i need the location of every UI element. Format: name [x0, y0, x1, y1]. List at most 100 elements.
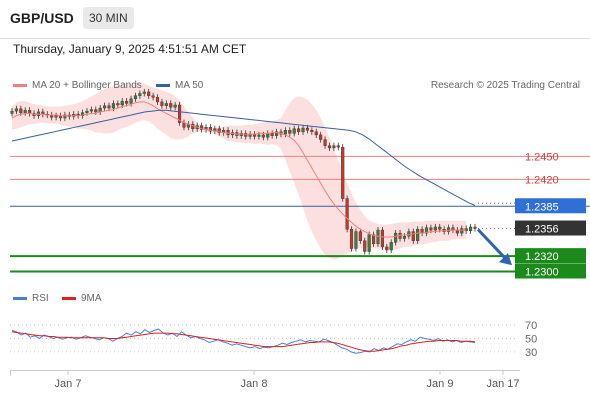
bollinger-band: [12, 82, 467, 260]
candle-body: [129, 98, 133, 104]
candle-body: [107, 105, 111, 109]
candle-body: [310, 130, 314, 133]
candle-body: [200, 125, 204, 130]
candle-body: [217, 128, 221, 133]
candle-body: [389, 242, 393, 251]
candle-body: [358, 231, 362, 241]
candle-body: [323, 139, 327, 146]
candle-body: [297, 128, 301, 133]
candle-body: [160, 101, 164, 106]
candle-body: [372, 234, 376, 245]
candle-body: [341, 146, 345, 199]
candle-body: [424, 227, 429, 234]
candles-layer: [10, 88, 477, 255]
level-label-1.2420: 1.2420: [525, 174, 559, 186]
x-tick-label-3: Jan 17: [486, 378, 519, 390]
candle-body: [407, 231, 411, 237]
candle-body: [244, 133, 248, 137]
legend-ma20-label: MA 20 + Bollinger Bands: [32, 80, 142, 91]
candle-body: [94, 109, 98, 113]
timestamp: Thursday, January 9, 2025 4:51:51 AM CET: [13, 42, 247, 56]
ma20-line: [11, 101, 467, 238]
candle-body: [54, 115, 58, 118]
candle-body: [133, 95, 138, 100]
candle-body: [138, 93, 142, 96]
rsi-tick-30: 30: [525, 347, 537, 359]
candle-body: [19, 108, 23, 113]
timeframe-badge[interactable]: 30 MIN: [83, 7, 134, 29]
candle-body: [173, 104, 177, 108]
candle-body: [288, 130, 292, 134]
source-credit: Research © 2025 Trading Central: [430, 80, 580, 91]
candle-body: [469, 226, 473, 232]
candle-body: [314, 131, 318, 136]
level-tag-1.2385: [515, 198, 586, 214]
x-tick-label-0: Jan 7: [55, 378, 82, 390]
bollinger-layer: [12, 82, 467, 260]
rsi-tick-70: 70: [525, 320, 537, 332]
level-label-1.2450: 1.2450: [525, 151, 559, 163]
header-bar: GBP/USD 30 MIN: [0, 0, 590, 38]
candle-body: [327, 145, 332, 149]
rsi-tick-50: 50: [525, 334, 537, 346]
level-label-1.2320: 1.2320: [525, 251, 559, 263]
candle-body: [345, 198, 349, 230]
candle-body: [433, 226, 437, 231]
forecast-arrow-shaft: [476, 228, 509, 262]
legend-swatch-ma50: [156, 84, 170, 87]
candle-body: [116, 103, 120, 106]
candle-body: [142, 91, 146, 94]
candle-body: [385, 246, 389, 251]
candle-body: [10, 110, 14, 114]
level-label-1.2385: 1.2385: [525, 201, 559, 213]
legend-swatch-rsi: [13, 297, 27, 300]
candle-body: [266, 133, 270, 138]
candle-body: [380, 229, 384, 248]
candle-body: [305, 127, 310, 131]
time-axis-edge: [10, 370, 11, 376]
candle-body: [169, 103, 173, 108]
candle-body: [402, 235, 407, 239]
candle-body: [438, 226, 442, 230]
levels-layer: [10, 155, 590, 273]
candle-body: [301, 127, 305, 133]
candle-body: [336, 145, 340, 148]
x-tick-label-2: Jan 9: [427, 378, 454, 390]
candle-body: [446, 227, 451, 232]
candle-body: [125, 100, 129, 104]
candle-body: [429, 227, 433, 231]
candle-body: [103, 105, 107, 109]
grid-layer: [10, 370, 520, 376]
level-tag-1.2356: [515, 220, 586, 236]
legend-ma50-label: MA 50: [175, 80, 204, 91]
candle-body: [226, 130, 230, 136]
forecast-arrow-head: [499, 253, 512, 266]
legend-swatch-ma20: [13, 84, 27, 87]
candle-body: [363, 240, 367, 252]
candle-body: [460, 228, 464, 234]
candle-body: [177, 104, 182, 123]
rsi-9ma-line: [11, 331, 476, 352]
legend-swatch-9ma: [62, 297, 76, 300]
ma-layer: [11, 101, 512, 266]
candle-body: [111, 103, 115, 109]
candle-body: [376, 229, 380, 245]
candle-body: [261, 134, 265, 138]
candle-body: [151, 95, 155, 98]
rsi-line: [11, 328, 476, 354]
candle-body: [319, 134, 323, 140]
candle-body: [120, 100, 124, 106]
candle-body: [275, 131, 279, 136]
candle-body: [89, 109, 93, 112]
candle-body: [155, 97, 160, 103]
time-axis: Jan 7 Jan 8 Jan 9 Jan 17: [55, 370, 520, 390]
candle-body: [257, 134, 261, 137]
candle-body: [147, 91, 151, 96]
candle-body: [292, 128, 296, 134]
candle-body: [354, 231, 358, 249]
candle-body: [411, 231, 415, 241]
legend-9ma-label: 9MA: [81, 293, 102, 304]
candle-body: [394, 232, 398, 243]
